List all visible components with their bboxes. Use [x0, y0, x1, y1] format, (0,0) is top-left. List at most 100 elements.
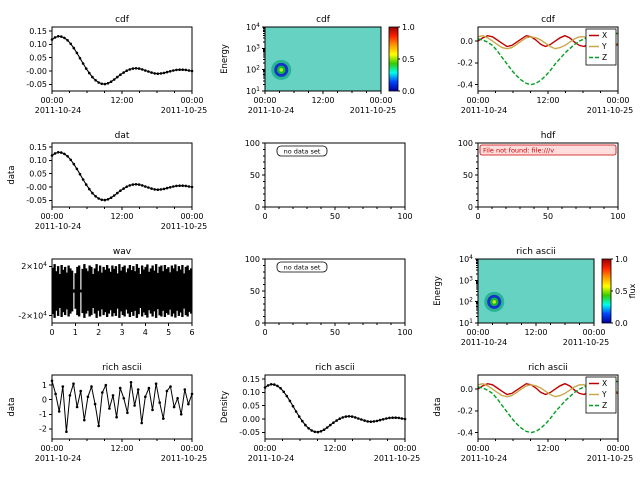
data-point	[266, 384, 270, 387]
data-point	[147, 70, 150, 73]
plot-title: rich ascii	[315, 363, 355, 373]
y-tick-label: 0.10	[242, 388, 260, 397]
data-series-rich	[51, 380, 193, 432]
data-point	[63, 36, 66, 40]
data-point	[184, 68, 188, 72]
data-point	[108, 407, 111, 410]
y-axis-title: Density	[220, 391, 230, 423]
data-point	[88, 187, 91, 191]
plot-background	[478, 259, 594, 323]
data-point	[144, 69, 147, 72]
data-point	[175, 68, 178, 72]
data-point	[56, 151, 60, 154]
data-point	[126, 411, 129, 415]
data-point	[347, 415, 351, 418]
x-axis-date-left: 2011-10-24	[461, 106, 508, 115]
data-point	[294, 410, 298, 413]
data-point	[131, 183, 135, 186]
plot-background	[52, 27, 192, 91]
y-tick-label: 1	[42, 381, 47, 390]
data-point	[187, 69, 191, 72]
colorbar-tick-label: 1.0	[615, 255, 628, 264]
x-tick-label: 12:00	[536, 444, 559, 453]
data-point	[83, 418, 86, 422]
data-point	[116, 75, 119, 79]
data-point	[360, 418, 363, 421]
plot-wav-waveform[interactable]: 0 1 2 3 4 5 6 2×104 -2×104 wav	[0, 246, 213, 362]
plot-empty-nodata-1[interactable]: 0 50 100 100 50 0 no data set	[213, 130, 426, 246]
y-tick-label: -0.05	[239, 428, 260, 437]
data-point	[353, 416, 357, 419]
y-tick-label: 100	[245, 255, 260, 264]
message-text: no data set	[284, 264, 321, 272]
colorbar-tick-label: 0.5	[615, 287, 628, 296]
y-axis-title: Energy	[220, 44, 230, 74]
x-axis-date-left: 2011-10-24	[461, 338, 508, 347]
data-point	[69, 42, 72, 46]
data-point	[53, 152, 57, 155]
plot-title: rich ascii	[516, 247, 556, 257]
x-tick-label: 00:00	[466, 328, 489, 337]
legend-label: X	[602, 31, 607, 40]
x-tick-label: 100	[610, 212, 625, 221]
x-axis-date-left: 2011-10-24	[248, 106, 295, 115]
x-axis-date-left: 2011-10-24	[461, 454, 508, 463]
data-point	[137, 183, 141, 186]
x-tick-label: 00:00	[606, 96, 629, 105]
x-axis-date-right: 2011-10-25	[161, 222, 208, 231]
data-point	[147, 386, 151, 390]
data-point	[134, 183, 138, 186]
data-point	[101, 391, 104, 394]
data-point	[93, 402, 97, 406]
x-tick-label: 6	[189, 328, 194, 337]
data-point	[122, 397, 126, 400]
data-point	[122, 187, 125, 190]
data-point	[325, 426, 329, 429]
data-point	[57, 410, 61, 413]
data-point	[104, 383, 108, 387]
x-tick-label: 00:00	[180, 96, 203, 105]
plot-hdf-error[interactable]: 0 50 100 100 50 0 hdf File not found: file:///v	[426, 130, 639, 246]
data-point	[112, 78, 116, 81]
data-point	[357, 417, 360, 420]
y-tick-label: 0.15	[242, 375, 260, 384]
x-tick-label: 50	[330, 212, 340, 221]
y-tick-label: -0.00	[26, 183, 47, 192]
data-point	[75, 405, 79, 409]
data-point	[162, 187, 166, 191]
data-point	[140, 421, 143, 425]
y-tick-label: -1	[39, 410, 47, 419]
data-point	[100, 82, 104, 86]
data-point	[151, 408, 154, 412]
data-point	[175, 184, 178, 188]
data-point	[66, 155, 69, 158]
data-point	[375, 419, 379, 423]
legend-label: Z	[602, 53, 607, 62]
x-tick-label: 3	[119, 328, 124, 337]
y-tick-label: -0.05	[26, 196, 47, 205]
x-tick-label: 00:00	[180, 444, 203, 453]
data-point	[94, 79, 97, 82]
data-point	[385, 417, 388, 420]
y-tick-label: 102	[246, 65, 260, 75]
data-point	[158, 401, 161, 404]
colorbar-tick-label: 0.0	[402, 87, 415, 96]
data-point	[338, 417, 341, 420]
data-point	[181, 68, 184, 71]
plot-title: rich ascii	[528, 363, 568, 373]
data-point	[63, 152, 66, 156]
data-point	[69, 158, 72, 162]
x-axis-date-right: 2011-10-25	[374, 454, 421, 463]
plot-empty-nodata-2[interactable]: 0 50 100 100 50 0 no data set	[213, 246, 426, 362]
data-point	[122, 71, 125, 74]
data-point	[301, 419, 304, 423]
